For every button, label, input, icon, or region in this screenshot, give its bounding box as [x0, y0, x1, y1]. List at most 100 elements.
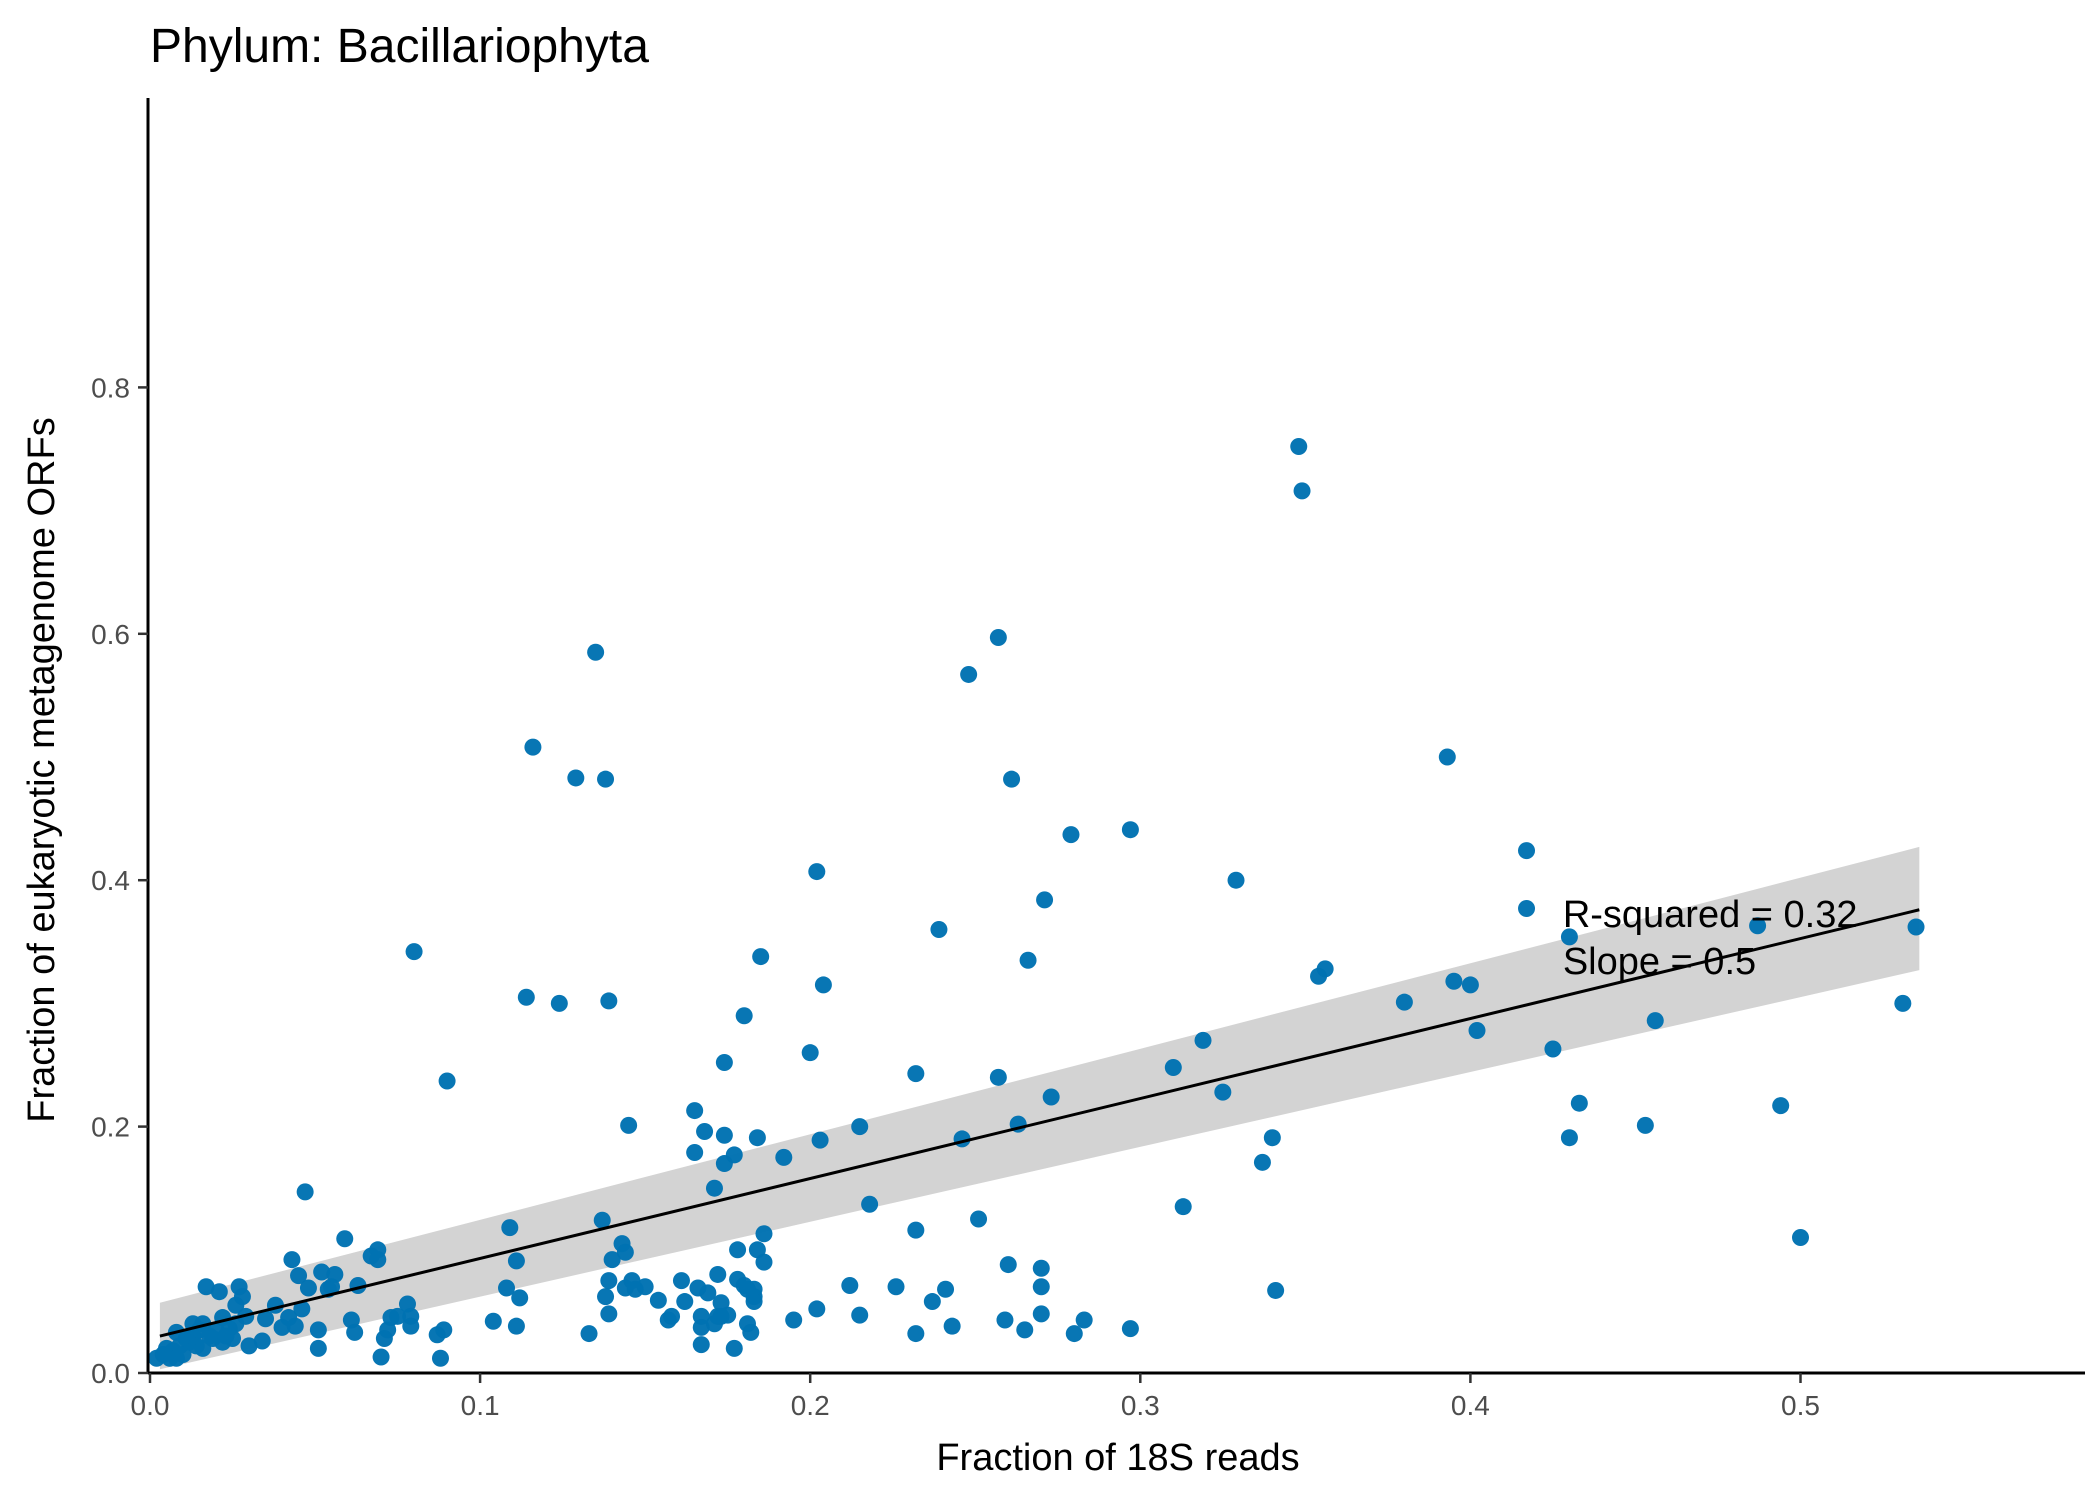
data-point-187 [1316, 960, 1334, 978]
data-point-149 [907, 1221, 925, 1239]
fit-line [159, 908, 1920, 1338]
data-point-17 [197, 1278, 215, 1296]
data-point-65 [405, 943, 423, 961]
data-point-159 [989, 1068, 1007, 1086]
data-point-145 [861, 1195, 879, 1213]
x-tick-label: 0.5 [1781, 1390, 1820, 1421]
data-point-79 [567, 769, 585, 787]
data-point-41 [293, 1300, 311, 1318]
data-point-92 [620, 1116, 638, 1134]
x-tick-label: 0.2 [791, 1390, 830, 1421]
data-point-64 [402, 1317, 420, 1335]
y-axis-ticks: 0.0 0.2 0.4 0.6 0.8 [91, 372, 148, 1389]
data-point-170 [1042, 1088, 1060, 1106]
data-point-105 [692, 1307, 710, 1325]
data-point-96 [649, 1291, 667, 1309]
data-point-154 [943, 1317, 961, 1335]
data-point-162 [1003, 770, 1021, 788]
data-point-26 [224, 1330, 242, 1348]
data-point-111 [709, 1265, 727, 1283]
data-point-197 [1560, 1129, 1578, 1147]
data-point-72 [501, 1219, 519, 1237]
x-tick-label: 0.4 [1451, 1390, 1490, 1421]
data-point-164 [1016, 1321, 1034, 1339]
data-point-110 [705, 1179, 723, 1197]
x-axis-label: Fraction of 18S reads [936, 1437, 1299, 1479]
data-point-136 [775, 1148, 793, 1166]
data-point-180 [1227, 871, 1245, 889]
data-point-107 [696, 1123, 714, 1141]
data-point-199 [1636, 1116, 1654, 1134]
annotation-1: Slope = 0.5 [1563, 941, 1756, 983]
data-point-135 [755, 1225, 773, 1243]
data-point-189 [1438, 748, 1456, 766]
data-point-71 [498, 1279, 516, 1297]
y-axis-label: Fraction of eukaryotic metagenome ORFs [21, 417, 63, 1122]
data-point-39 [286, 1317, 304, 1335]
data-point-117 [715, 1126, 733, 1144]
data-point-178 [1194, 1031, 1212, 1049]
data-point-201 [1749, 917, 1767, 935]
data-point-200 [1646, 1012, 1664, 1030]
data-point-131 [748, 1129, 766, 1147]
data-point-141 [811, 1131, 829, 1149]
data-point-50 [336, 1230, 354, 1248]
data-point-165 [1019, 951, 1037, 969]
data-point-130 [745, 1293, 763, 1311]
data-point-102 [686, 1102, 704, 1120]
data-point-42 [296, 1183, 314, 1201]
data-point-85 [600, 1305, 618, 1323]
data-point-173 [1075, 1311, 1093, 1329]
y-tick-label: 0.4 [91, 865, 130, 896]
data-point-98 [663, 1307, 681, 1325]
data-point-44 [309, 1339, 327, 1357]
data-point-161 [999, 1256, 1017, 1274]
data-point-158 [989, 628, 1007, 646]
data-point-90 [616, 1243, 634, 1261]
data-point-46 [313, 1263, 331, 1281]
x-axis-ticks: 0.0 0.1 0.2 0.3 0.4 0.5 [131, 1373, 1820, 1421]
x-tick-label: 0.3 [1121, 1390, 1160, 1421]
data-point-177 [1174, 1198, 1192, 1216]
data-point-75 [511, 1289, 529, 1307]
data-point-34 [257, 1310, 275, 1328]
data-point-115 [715, 1054, 733, 1072]
data-point-190 [1445, 972, 1463, 990]
data-point-182 [1263, 1129, 1281, 1147]
data-point-179 [1214, 1083, 1232, 1101]
data-point-81 [587, 643, 605, 661]
data-point-33 [253, 1332, 271, 1350]
data-point-138 [801, 1044, 819, 1062]
data-point-151 [923, 1293, 941, 1311]
data-point-133 [752, 948, 770, 966]
data-point-120 [725, 1339, 743, 1357]
data-point-95 [636, 1278, 654, 1296]
data-points [148, 438, 1925, 1367]
data-point-21 [210, 1283, 228, 1301]
data-point-188 [1395, 993, 1413, 1011]
data-point-176 [1164, 1058, 1182, 1076]
data-point-203 [1792, 1228, 1809, 1246]
data-point-185 [1293, 482, 1311, 500]
data-point-119 [725, 1146, 743, 1164]
data-point-87 [600, 992, 618, 1010]
data-point-152 [930, 920, 948, 938]
data-point-144 [851, 1306, 869, 1324]
data-point-56 [369, 1251, 387, 1269]
data-point-169 [1036, 891, 1054, 909]
data-point-38 [283, 1251, 301, 1269]
data-point-83 [597, 770, 615, 788]
data-point-101 [686, 1143, 704, 1161]
data-point-69 [438, 1072, 456, 1090]
data-point-73 [507, 1317, 525, 1335]
data-point-171 [1062, 826, 1080, 844]
data-point-118 [719, 1306, 737, 1324]
data-point-127 [742, 1323, 760, 1341]
data-point-124 [735, 1007, 753, 1025]
data-point-174 [1121, 821, 1139, 839]
data-point-67 [431, 1349, 449, 1367]
data-point-183 [1267, 1281, 1285, 1299]
data-point-202 [1772, 1097, 1790, 1115]
data-point-68 [435, 1321, 453, 1339]
